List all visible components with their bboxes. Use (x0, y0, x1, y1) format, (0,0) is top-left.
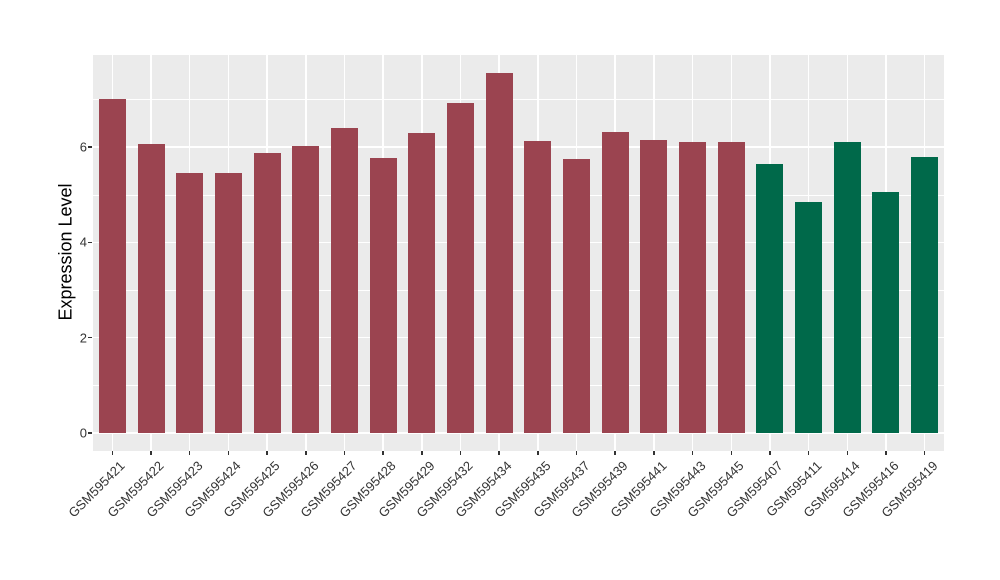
gridline-major-y2 (93, 336, 944, 339)
x-tick-mark-GSM595425 (266, 451, 268, 455)
bar-GSM595407 (756, 164, 784, 433)
x-tick-mark-GSM595427 (343, 451, 346, 455)
x-tick-mark-GSM595411 (807, 451, 810, 455)
gridline-minor-y7 (93, 99, 944, 101)
x-tick-mark-GSM595437 (575, 451, 578, 455)
gridline-minor-y3 (93, 289, 944, 291)
x-tick-mark-GSM595445 (730, 451, 732, 455)
x-tick-mark-GSM595432 (459, 451, 462, 455)
bar-GSM595424 (214, 172, 242, 433)
x-tick-mark-GSM595422 (150, 451, 152, 455)
x-tick-mark-GSM595414 (846, 451, 849, 455)
x-tick-mark-GSM595439 (614, 451, 616, 455)
bar-GSM595422 (137, 144, 165, 433)
y-tick-label-0: 0 (79, 425, 87, 441)
gridline-major-y4 (93, 241, 944, 244)
x-tick-mark-GSM595419 (923, 451, 926, 455)
plot-panel (93, 55, 944, 451)
x-tick-mark-GSM595421 (111, 451, 114, 455)
x-tick-mark-GSM595443 (691, 451, 694, 455)
bar-GSM595441 (640, 139, 668, 433)
y-tick-label-2: 2 (79, 330, 87, 346)
x-tick-mark-GSM595407 (769, 451, 771, 455)
gridline-minor-y1 (93, 385, 944, 387)
bar-GSM595428 (369, 157, 397, 433)
bar-GSM595445 (717, 142, 745, 433)
gridline-major-y6 (93, 146, 944, 148)
y-tick-label-4: 4 (79, 234, 87, 250)
bar-GSM595411 (795, 201, 823, 433)
bar-GSM595439 (601, 131, 629, 433)
y-tick-label-6: 6 (79, 139, 87, 155)
bar-GSM595421 (98, 99, 126, 433)
bar-GSM595426 (292, 145, 320, 433)
y-tick-mark-4 (88, 241, 92, 244)
x-tick-mark-GSM595429 (421, 451, 423, 455)
bar-GSM595435 (524, 140, 552, 433)
bar-GSM595423 (176, 173, 204, 433)
bar-GSM595416 (872, 191, 900, 433)
gridline-minor-y5 (93, 194, 944, 196)
bar-GSM595437 (563, 159, 591, 433)
x-tick-mark-GSM595441 (653, 451, 655, 455)
bar-GSM595414 (833, 142, 861, 433)
bar-GSM595419 (911, 156, 939, 433)
gridline-major-y0 (93, 432, 944, 434)
x-tick-mark-GSM595416 (885, 451, 887, 455)
x-tick-mark-GSM595423 (188, 451, 191, 455)
bar-GSM595427 (330, 127, 358, 433)
x-tick-mark-GSM595424 (227, 451, 230, 455)
x-tick-mark-GSM595426 (305, 451, 307, 455)
y-tick-mark-6 (88, 146, 92, 148)
y-tick-mark-2 (88, 336, 92, 339)
y-tick-mark-0 (88, 432, 92, 434)
x-tick-mark-GSM595435 (537, 451, 539, 455)
bar-GSM595443 (679, 141, 707, 433)
bar-GSM595429 (408, 133, 436, 433)
bar-GSM595434 (485, 73, 513, 433)
y-axis-title: Expression Level (55, 183, 76, 321)
bar-GSM595432 (446, 102, 474, 433)
bar-GSM595425 (253, 152, 281, 433)
x-tick-mark-GSM595434 (498, 451, 500, 455)
x-tick-mark-GSM595428 (382, 451, 384, 455)
